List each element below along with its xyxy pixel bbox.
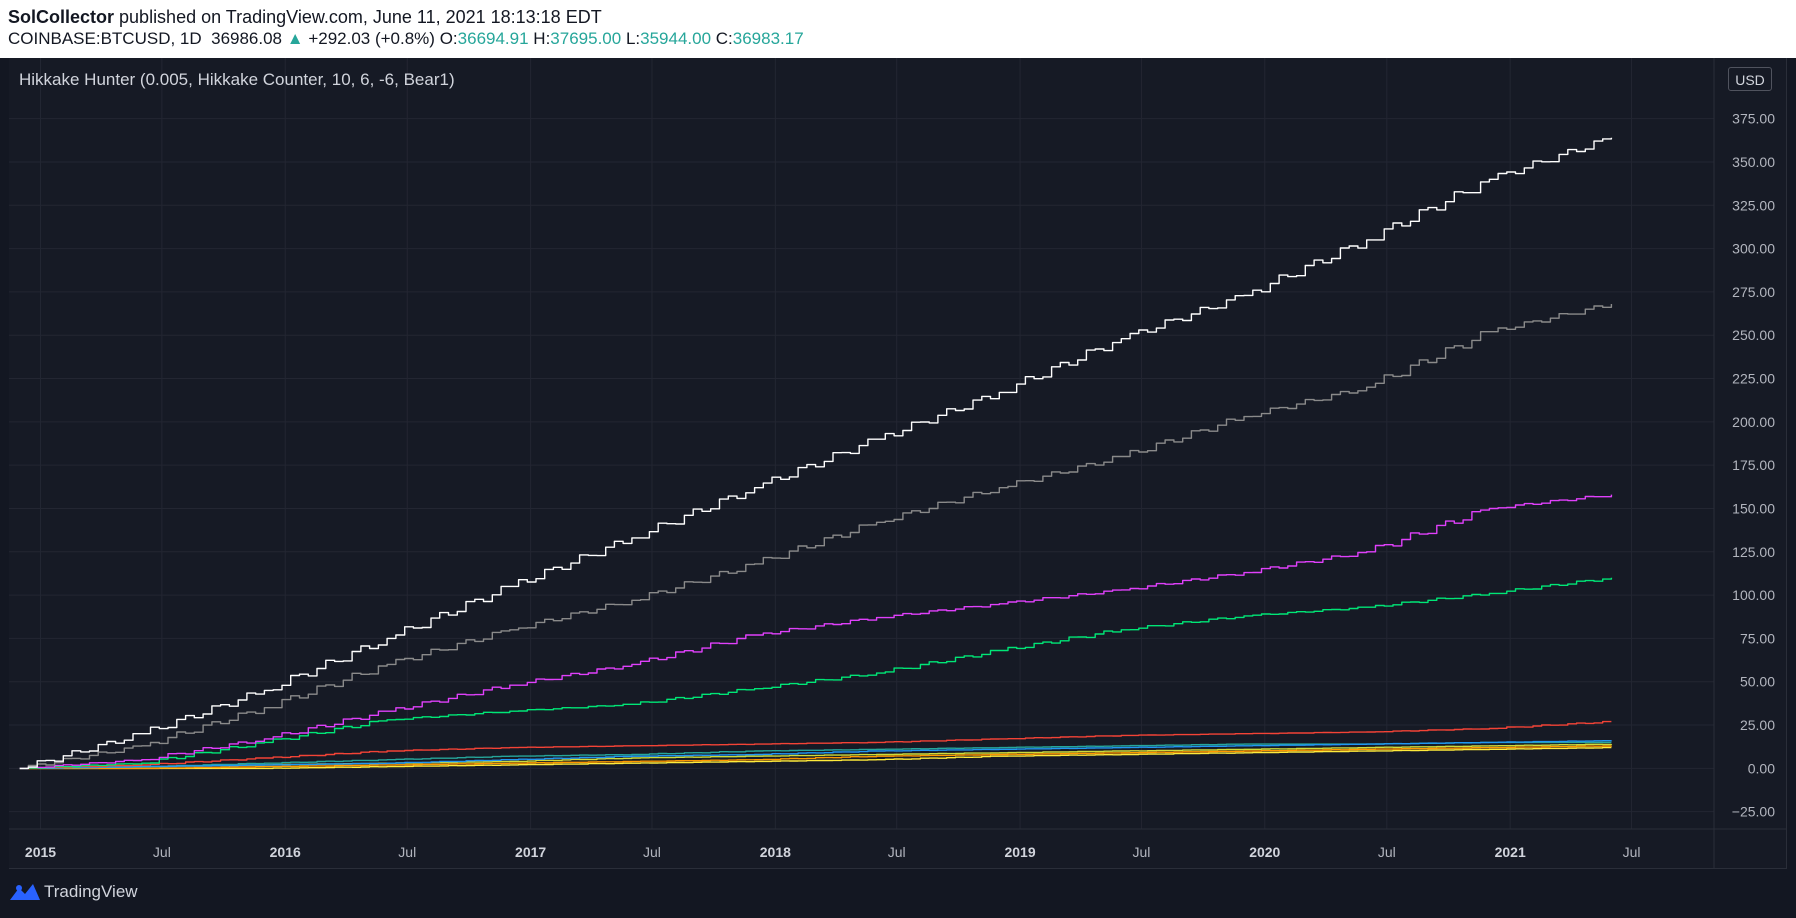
series-line — [19, 577, 1613, 770]
y-tick-label: 325.00 — [1732, 197, 1775, 213]
x-tick-label: 2015 — [25, 844, 56, 860]
y-tick-label: −25.00 — [1732, 804, 1775, 820]
y-tick-label: 375.00 — [1732, 111, 1775, 127]
open-value: 36694.91 — [457, 29, 529, 48]
series-line — [19, 304, 1613, 770]
symbol-label[interactable]: COINBASE:BTCUSD, 1D — [8, 29, 202, 48]
y-tick-label: 25.00 — [1740, 717, 1775, 733]
published-text: published on TradingView.com, June 11, 2… — [119, 7, 602, 27]
x-tick-label: Jul — [888, 844, 906, 860]
close-label: C: — [715, 29, 733, 48]
tradingview-logo-icon[interactable] — [8, 880, 42, 904]
low-value: 35944.00 — [640, 29, 712, 48]
price-axis: −25.00 0.00 25.00 50.00 75.00 100.00 125.00 150… — [1732, 111, 1775, 820]
series-line — [19, 746, 1612, 770]
x-tick-label: 2020 — [1249, 844, 1280, 860]
series-line — [19, 741, 1612, 770]
y-tick-label: 250.00 — [1732, 327, 1775, 343]
x-tick-label: 2018 — [760, 844, 791, 860]
low-label: L: — [625, 29, 641, 48]
byline: SolCollector published on TradingView.co… — [8, 7, 602, 28]
x-tick-label: 2019 — [1004, 844, 1035, 860]
x-tick-label: Jul — [1623, 844, 1641, 860]
y-tick-label: 200.00 — [1732, 414, 1775, 430]
series-line — [19, 137, 1613, 770]
last-price: 36986.08 — [211, 29, 283, 48]
y-tick-label: 300.00 — [1732, 241, 1775, 257]
y-tick-label: 150.00 — [1732, 500, 1775, 516]
footer — [0, 869, 1796, 918]
series-layer — [19, 137, 1613, 770]
series-line — [19, 720, 1612, 770]
currency-badge[interactable]: USD — [1728, 67, 1772, 91]
y-tick-label: 275.00 — [1732, 284, 1775, 300]
y-tick-label: 225.00 — [1732, 371, 1775, 387]
author-name[interactable]: SolCollector — [8, 7, 115, 27]
y-tick-label: 350.00 — [1732, 154, 1775, 170]
x-tick-label: Jul — [1132, 844, 1150, 860]
up-arrow-icon: ▲ — [286, 29, 304, 48]
high-label: H: — [533, 29, 551, 48]
publish-header: SolCollector published on TradingView.co… — [0, 0, 1796, 58]
y-tick-label: 75.00 — [1740, 630, 1775, 646]
x-tick-label: Jul — [153, 844, 171, 860]
price-change: +292.03 (+0.8%) — [308, 29, 435, 48]
indicator-title[interactable]: Hikkake Hunter (0.005, Hikkake Counter, … — [19, 70, 455, 89]
x-tick-label: 2021 — [1495, 844, 1526, 860]
quote-line: COINBASE:BTCUSD, 1D 36986.08 ▲ +292.03 (… — [8, 29, 804, 49]
y-tick-label: 175.00 — [1732, 457, 1775, 473]
series-line — [19, 740, 1613, 770]
high-value: 37695.00 — [550, 29, 622, 48]
series-line — [19, 494, 1613, 770]
open-label: O: — [439, 29, 458, 48]
x-tick-label: 2017 — [515, 844, 546, 860]
y-tick-label: 0.00 — [1748, 760, 1775, 776]
series-line — [19, 745, 1613, 770]
x-tick-label: Jul — [1378, 844, 1396, 860]
chart-pane[interactable] — [9, 58, 1787, 869]
x-tick-label: Jul — [398, 844, 416, 860]
chart-grid — [9, 58, 1714, 829]
y-tick-label: 50.00 — [1740, 674, 1775, 690]
y-tick-label: 125.00 — [1732, 544, 1775, 560]
x-tick-label: Jul — [643, 844, 661, 860]
x-tick-label: 2016 — [270, 844, 301, 860]
y-tick-label: 100.00 — [1732, 587, 1775, 603]
time-axis: 2015 Jul 2016 Jul 2017 Jul 2018 Jul 2019 Jul 2020 J… — [25, 844, 1641, 860]
close-value: 36983.17 — [732, 29, 804, 48]
tradingview-brand[interactable]: TradingView — [44, 882, 138, 901]
